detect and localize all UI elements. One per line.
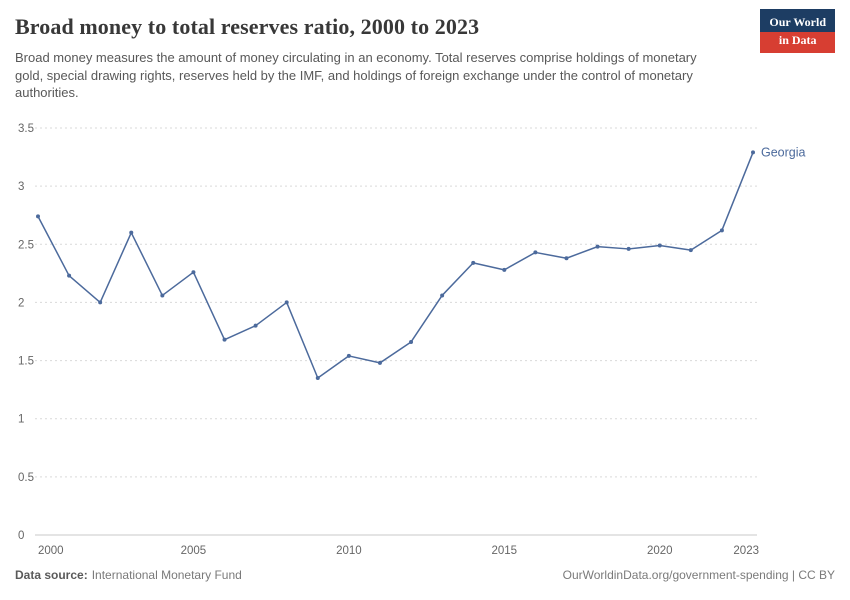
owid-logo[interactable]: Our World in Data	[760, 9, 835, 53]
chart-footer: Data source: International Monetary Fund …	[15, 568, 835, 582]
x-tick-label: 2015	[492, 545, 518, 557]
data-point[interactable]	[67, 273, 72, 278]
y-tick-label: 1	[18, 414, 24, 426]
line-series-georgia[interactable]	[37, 152, 754, 379]
data-point[interactable]	[688, 248, 693, 253]
data-point[interactable]	[595, 244, 600, 249]
data-source: Data source: International Monetary Fund	[15, 568, 242, 582]
data-point[interactable]	[626, 246, 631, 251]
y-tick-label: 2	[18, 297, 24, 309]
data-point[interactable]	[346, 353, 351, 358]
data-point[interactable]	[719, 228, 724, 233]
data-point[interactable]	[533, 250, 538, 255]
data-point[interactable]	[98, 300, 103, 305]
data-point[interactable]	[315, 376, 320, 381]
y-tick-label: 0	[18, 530, 24, 542]
x-tick-label: 2023	[733, 545, 759, 557]
data-point[interactable]	[564, 256, 569, 261]
data-point[interactable]	[160, 293, 165, 298]
data-point[interactable]	[440, 293, 445, 298]
data-point[interactable]	[377, 360, 382, 365]
x-tick-label: 2020	[647, 545, 673, 557]
x-tick-label: 2010	[336, 545, 362, 557]
data-point[interactable]	[657, 243, 662, 248]
data-source-value: International Monetary Fund	[91, 568, 242, 582]
y-tick-label: 1.5	[18, 356, 34, 368]
owid-logo-line1: Our World	[760, 9, 835, 32]
data-point[interactable]	[222, 337, 227, 342]
x-tick-label: 2000	[38, 545, 64, 557]
x-tick-label: 2005	[181, 545, 207, 557]
data-point[interactable]	[253, 323, 258, 328]
data-point[interactable]	[471, 260, 476, 265]
data-point[interactable]	[409, 339, 414, 344]
y-tick-label: 3	[18, 181, 24, 193]
chart-subtitle: Broad money measures the amount of money…	[15, 50, 697, 101]
y-tick-label: 3.5	[18, 123, 34, 135]
y-tick-label: 0.5	[18, 472, 34, 484]
owid-logo-line2: in Data	[760, 32, 835, 53]
y-tick-label: 2.5	[18, 239, 34, 251]
line-chart[interactable]: 0 0.5 1 1.5 2 2.5 3 3.5 2000 2005 2010 2015 2020 2023…	[0, 118, 850, 563]
footer-link[interactable]: OurWorldinData.org/government-spending |…	[562, 568, 835, 582]
data-point[interactable]	[129, 230, 134, 235]
chart-canvas[interactable]: 0 0.5 1 1.5 2 2.5 3 3.5 2000 2005 2010 2015 2020 2023…	[0, 118, 850, 563]
data-point[interactable]	[191, 270, 196, 275]
data-point[interactable]	[36, 214, 40, 219]
series-label: Georgia	[761, 145, 806, 159]
data-source-label: Data source:	[15, 568, 88, 582]
data-point[interactable]	[284, 300, 289, 305]
chart-title: Broad money to total reserves ratio, 200…	[15, 14, 480, 39]
data-point[interactable]	[751, 150, 755, 155]
data-point[interactable]	[502, 267, 507, 272]
chart-header: Broad money to total reserves ratio, 200…	[15, 9, 835, 102]
